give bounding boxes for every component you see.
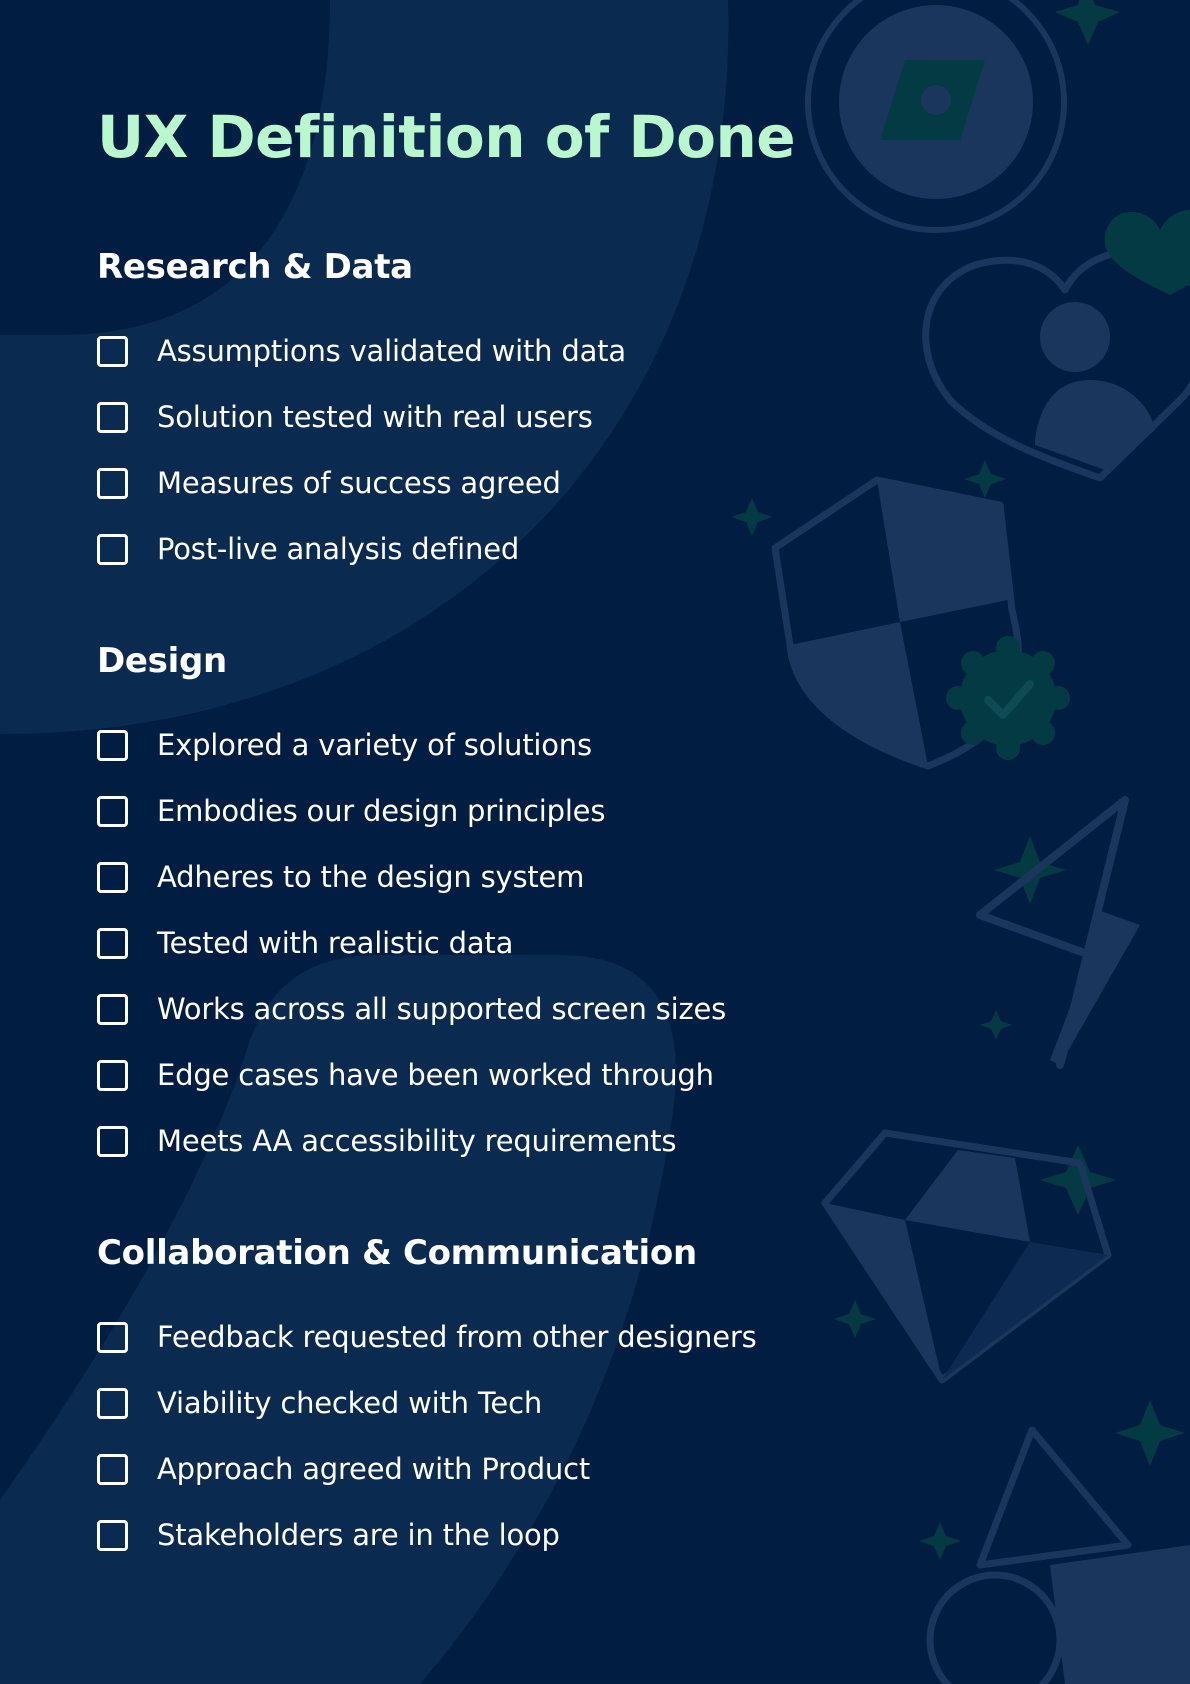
checklist-item-label: Adheres to the design system xyxy=(157,860,585,894)
section-title: Research & Data xyxy=(97,247,413,287)
checklist-item-label: Assumptions validated with data xyxy=(157,334,626,368)
verified-badge-icon xyxy=(946,636,1070,760)
checklist-item[interactable]: Meets AA accessibility requirements xyxy=(97,1121,676,1161)
checklist-item-label: Viability checked with Tech xyxy=(157,1386,542,1420)
checklist-item-label: Edge cases have been worked through xyxy=(157,1058,714,1092)
checklist-item[interactable]: Stakeholders are in the loop xyxy=(97,1515,560,1555)
checkbox[interactable] xyxy=(97,729,128,761)
checklist-item-label: Feedback requested from other designers xyxy=(157,1320,757,1354)
checkbox[interactable] xyxy=(97,1387,128,1419)
checklist-item[interactable]: Viability checked with Tech xyxy=(97,1383,542,1423)
checklist-item-label: Post-live analysis defined xyxy=(157,532,520,566)
checkbox[interactable] xyxy=(97,1519,128,1551)
coin-icon xyxy=(805,0,1067,233)
checklist-item[interactable]: Measures of success agreed xyxy=(97,463,561,503)
checkbox[interactable] xyxy=(97,1453,128,1485)
checklist-item[interactable]: Approach agreed with Product xyxy=(97,1449,590,1489)
checklist-item[interactable]: Feedback requested from other designers xyxy=(97,1317,757,1357)
checklist-item-label: Approach agreed with Product xyxy=(157,1452,591,1486)
checklist-item-label: Stakeholders are in the loop xyxy=(157,1518,560,1552)
heart-user-icon xyxy=(922,209,1190,482)
checklist-item[interactable]: Edge cases have been worked through xyxy=(97,1055,714,1095)
checklist-item[interactable]: Post-live analysis defined xyxy=(97,529,519,569)
checklist-item-label: Embodies our design principles xyxy=(157,794,606,828)
section-research-data: Research & Data Assumptions validated wi… xyxy=(97,247,626,566)
gem-icon xyxy=(821,1129,1112,1384)
checkbox[interactable] xyxy=(97,861,128,893)
sparkle-icon xyxy=(731,0,1185,1560)
shapes-icon xyxy=(926,1426,1190,1684)
section-title: Design xyxy=(97,641,227,681)
checklist-item-label: Meets AA accessibility requirements xyxy=(157,1124,677,1158)
checkbox[interactable] xyxy=(97,927,128,959)
page-title: UX Definition of Done xyxy=(97,103,796,171)
checklist-item[interactable]: Tested with realistic data xyxy=(97,923,513,963)
checkbox[interactable] xyxy=(97,1321,128,1353)
checkbox[interactable] xyxy=(97,795,128,827)
background-arc-top xyxy=(0,0,729,734)
section-collaboration-communication: Collaboration & Communication Feedback r… xyxy=(97,1233,757,1552)
checklist-item-label: Tested with realistic data xyxy=(157,926,514,960)
section-design: Design Explored a variety of solutions E… xyxy=(97,641,726,1158)
section-title: Collaboration & Communication xyxy=(97,1233,697,1273)
checkbox[interactable] xyxy=(97,993,128,1025)
checklist-item[interactable]: Solution tested with real users xyxy=(97,397,593,437)
checkbox[interactable] xyxy=(97,467,128,499)
checklist-item-label: Explored a variety of solutions xyxy=(157,728,592,762)
background-arc-bottom xyxy=(0,955,676,1684)
checkbox[interactable] xyxy=(97,335,128,367)
checkbox[interactable] xyxy=(97,533,128,565)
checklist-item[interactable]: Adheres to the design system xyxy=(97,857,584,897)
shield-icon xyxy=(771,476,1023,770)
checklist-item[interactable]: Explored a variety of solutions xyxy=(97,725,592,765)
checkbox[interactable] xyxy=(97,1125,128,1157)
checklist-item[interactable]: Embodies our design principles xyxy=(97,791,605,831)
checklist-item[interactable]: Assumptions validated with data xyxy=(97,331,626,371)
checkbox[interactable] xyxy=(97,401,128,433)
checklist-item-label: Solution tested with real users xyxy=(157,400,593,434)
checklist-item-label: Measures of success agreed xyxy=(157,466,561,500)
checklist-item-label: Works across all supported screen sizes xyxy=(157,992,727,1026)
checkbox[interactable] xyxy=(97,1059,128,1091)
paper-plane-icon xyxy=(976,796,1140,1069)
checklist-item[interactable]: Works across all supported screen sizes xyxy=(97,989,726,1029)
